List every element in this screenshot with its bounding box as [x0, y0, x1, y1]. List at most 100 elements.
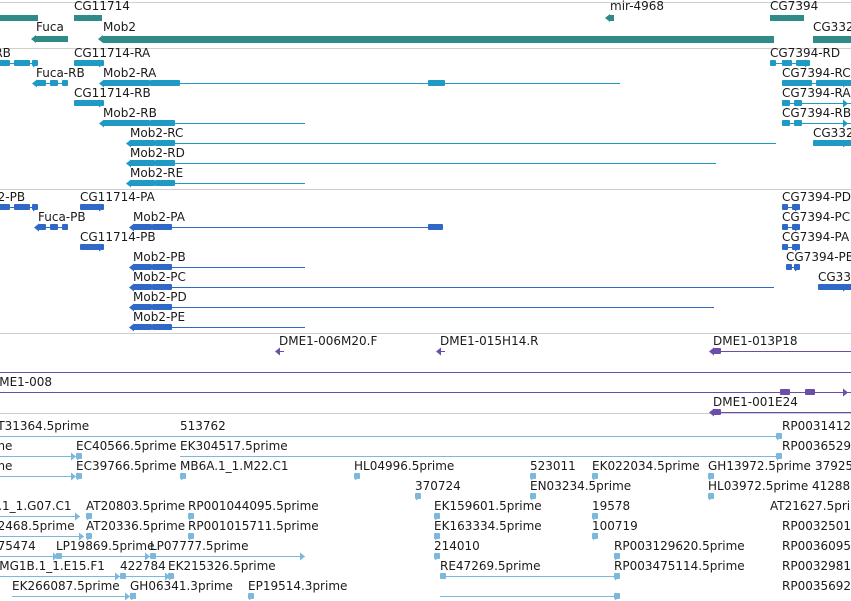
strand-arrow: [99, 79, 104, 88]
exon-block[interactable]: [130, 180, 155, 186]
exon-block[interactable]: [103, 120, 150, 126]
exon-block[interactable]: [782, 120, 790, 126]
exon-block[interactable]: [50, 224, 58, 230]
exon-block[interactable]: [50, 80, 58, 86]
exon-block[interactable]: [133, 324, 152, 330]
feature-genes[interactable]: [74, 15, 102, 21]
exon-block[interactable]: [713, 409, 721, 415]
exon-block[interactable]: [770, 60, 776, 66]
exon-block[interactable]: [155, 180, 175, 186]
exon-block[interactable]: [0, 60, 10, 66]
exon-block[interactable]: [813, 140, 851, 146]
strand-arrow: [843, 283, 848, 292]
strand-arrow: [531, 492, 536, 501]
exon-block[interactable]: [152, 304, 172, 310]
exon-block[interactable]: [152, 264, 172, 270]
exon-block[interactable]: [103, 80, 150, 86]
feature-label: B.1_1.G07.C1: [0, 499, 72, 513]
exon-block[interactable]: [56, 553, 62, 559]
feature-label: CG11714-RB: [74, 86, 151, 100]
exon-block[interactable]: [713, 348, 721, 354]
exon-block[interactable]: [14, 204, 30, 210]
exon-block[interactable]: [150, 553, 156, 559]
feature-label: 422784: [120, 559, 166, 573]
feature-label: 513762: [180, 419, 226, 433]
exon-block[interactable]: [152, 284, 172, 290]
exon-block[interactable]: [80, 244, 104, 250]
exon-block[interactable]: [155, 160, 175, 166]
exon-block[interactable]: [152, 224, 172, 230]
exon-block[interactable]: [133, 264, 152, 270]
feature-label: DMG1B.1_1.E15.F1: [0, 559, 105, 573]
strand-arrow: [77, 472, 82, 481]
feature-label: LP07777.5prime: [150, 539, 249, 553]
exon-block[interactable]: [805, 389, 815, 395]
feature-label: Fuca: [36, 20, 64, 34]
strand-arrow: [169, 572, 174, 581]
feature-genes[interactable]: [770, 15, 804, 21]
exon-block[interactable]: [150, 80, 180, 86]
exon-block[interactable]: [794, 100, 802, 106]
feature-label: ime: [0, 459, 12, 473]
strand-arrow: [435, 552, 440, 561]
strand-arrow: [99, 99, 104, 108]
feature-genes[interactable]: [103, 36, 774, 43]
feature-genes[interactable]: [0, 15, 38, 21]
feature-label: Fuca-RB: [36, 66, 85, 80]
exon-block[interactable]: [133, 304, 152, 310]
exon-block[interactable]: [38, 224, 46, 230]
exon-block[interactable]: [74, 100, 104, 106]
strand-arrow: [249, 592, 254, 601]
exon-block[interactable]: [62, 80, 68, 86]
exon-block[interactable]: [36, 80, 46, 86]
exon-block[interactable]: [130, 140, 155, 146]
exon-block[interactable]: [794, 120, 802, 126]
feature-genes[interactable]: [813, 36, 851, 43]
feature-genes[interactable]: [36, 36, 68, 42]
exon-block[interactable]: [816, 80, 851, 86]
feature-label: Mob2-RC: [130, 126, 183, 140]
feature-label: mir-4968: [610, 0, 664, 13]
exon-block[interactable]: [818, 284, 851, 290]
strand-arrow: [436, 347, 441, 356]
strand-arrow: [32, 79, 37, 88]
exon-block[interactable]: [62, 224, 68, 230]
exon-block[interactable]: [74, 60, 104, 66]
feature-label: LP19869.5prime: [56, 539, 155, 553]
exon-block[interactable]: [0, 204, 10, 210]
exon-block[interactable]: [155, 140, 175, 146]
exon-block[interactable]: [782, 100, 790, 106]
exon-block[interactable]: [782, 224, 788, 230]
feature-label: EC39766.5prime: [76, 459, 177, 473]
feature-label: 19578: [592, 499, 630, 513]
feature-label: RP0036095: [782, 539, 851, 553]
exon-block[interactable]: [130, 160, 155, 166]
strand-arrow: [615, 572, 620, 581]
exon-block[interactable]: [782, 244, 788, 250]
exon-block[interactable]: [440, 573, 446, 579]
exon-block[interactable]: [120, 573, 126, 579]
exon-block[interactable]: [428, 80, 445, 86]
feature-label: RP0031412: [782, 419, 851, 433]
exon-block[interactable]: [80, 204, 104, 210]
exon-block[interactable]: [782, 60, 792, 66]
feature-label: EK022034.5prime: [592, 459, 700, 473]
exon-block[interactable]: [133, 284, 152, 290]
exon-block[interactable]: [14, 60, 30, 66]
feature-label: EK266087.5prime: [12, 579, 120, 593]
feature-label: DME1-006M20.F: [279, 334, 377, 348]
exon-block[interactable]: [152, 324, 172, 330]
exon-block[interactable]: [133, 224, 152, 230]
strand-arrow: [125, 592, 130, 601]
feature-label: Mob2: [103, 20, 136, 34]
exon-block[interactable]: [786, 264, 792, 270]
feature-genes[interactable]: [610, 15, 614, 21]
exon-block[interactable]: [150, 120, 175, 126]
strand-arrow: [34, 223, 39, 232]
exon-block[interactable]: [428, 224, 443, 230]
exon-block[interactable]: [782, 80, 812, 86]
exon-block[interactable]: [780, 389, 790, 395]
feature-label: EC40566.5prime: [76, 439, 177, 453]
exon-block[interactable]: [782, 204, 788, 210]
